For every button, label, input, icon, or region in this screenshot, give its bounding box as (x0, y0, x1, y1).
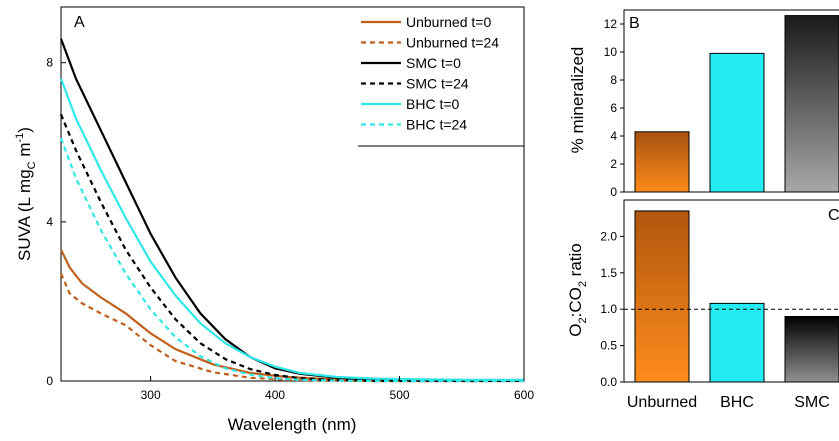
panel-a-y-ticks: 0 4 8 (46, 56, 66, 388)
panel-a-y-axis-title: SUVA (L mgC m-1) (14, 127, 38, 261)
panel-c-y-ticks: 0.0 0.5 1.0 1.5 2.0 (600, 229, 624, 389)
legend-label-unburned-t-24: Unburned t=24 (406, 35, 499, 51)
panel-a-legend: Unburned t=0 Unburned t=24 SMC t=0 SMC t=24… (358, 14, 524, 147)
series-line-bhc-t-24 (59, 137, 524, 383)
legend-label-unburned-t-0: Unburned t=0 (406, 14, 491, 30)
panel-b-letter: B (629, 15, 640, 32)
panel-a-x-ticks: 300 400 500 600 (141, 376, 534, 402)
y-tick-label: 0 (46, 374, 53, 388)
panel-c-category-labels: Unburned BHC SMC (627, 394, 830, 411)
panel-a-letter: A (74, 14, 85, 31)
category-label-unburned: Unburned (627, 394, 697, 411)
panel-c-y-axis-title: O2:CO2 ratio (566, 243, 589, 337)
y-tick-label: 8 (46, 56, 53, 70)
x-tick-label: 400 (265, 388, 285, 402)
y-tick-label: 0.5 (600, 339, 617, 353)
category-label-bhc: BHC (720, 394, 754, 411)
series-line-unburned-t-24 (59, 273, 524, 383)
x-tick-label: 600 (514, 388, 534, 402)
y-tick-label: 0 (610, 185, 617, 199)
panel-a-x-axis-title: Wavelength (nm) (228, 415, 357, 434)
legend-label-bhc-t-0: BHC t=0 (406, 96, 460, 112)
panel-c-bar-chart: 0.0 0.5 1.0 1.5 2.0 Unburned BHC SMC C O2:CO2 … (566, 199, 839, 411)
y-tick-label: 2 (610, 157, 617, 171)
y-tick-label: 10 (604, 45, 618, 59)
y-tick-label: 4 (46, 215, 53, 229)
series-line-unburned-t-0 (60, 249, 524, 382)
bar-smc (784, 15, 839, 193)
bar-unburned (634, 131, 690, 193)
y-tick-label: 8 (610, 73, 617, 87)
panel-a-plot-frame (60, 6, 525, 382)
bar-unburned (634, 210, 690, 383)
y-tick-label: 4 (610, 129, 617, 143)
legend-label-smc-t-0: SMC t=0 (406, 55, 461, 71)
category-label-smc: SMC (794, 394, 830, 411)
panel-b-y-ticks: 0 2 4 6 8 10 12 (604, 17, 624, 199)
y-tick-label: 1.0 (600, 302, 617, 316)
x-tick-label: 300 (141, 388, 161, 402)
panel-b-bars (634, 15, 839, 193)
y-tick-label: 2.0 (600, 229, 617, 243)
y-tick-label: 6 (610, 101, 617, 115)
panel-b-y-axis-title: % mineralized (568, 47, 587, 154)
panel-c-letter: C (828, 207, 839, 224)
series-line-smc-t-24 (59, 113, 524, 383)
legend-label-bhc-t-24: BHC t=24 (406, 117, 467, 133)
panel-a-line-chart: 300 400 500 600 0 4 8 A Wavelength (nm) SUVA … (14, 6, 534, 434)
bar-bhc (709, 52, 765, 193)
x-tick-label: 500 (390, 388, 410, 402)
y-tick-label: 1.5 (600, 266, 617, 280)
bar-bhc (709, 302, 765, 383)
panel-c-bars (634, 210, 839, 383)
bar-smc (784, 315, 839, 383)
panel-b-bar-chart: 0 2 4 6 8 10 12 B % mineralized (568, 9, 839, 199)
y-tick-label: 0.0 (600, 375, 617, 389)
legend-label-smc-t-24: SMC t=24 (406, 76, 469, 92)
y-tick-label: 12 (604, 17, 618, 31)
